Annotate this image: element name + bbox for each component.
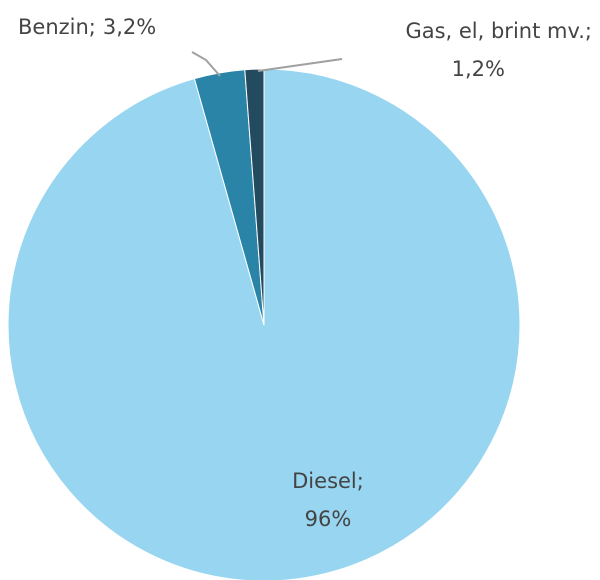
leader-line [257,58,343,72]
pie-slice [244,68,265,326]
data-label: Diesel; 96% [292,469,364,531]
label-value: 1,2% [452,57,505,81]
data-label: Gas, el, brint mv.; 1,2% [405,19,592,81]
data-label: Benzin; 3,2% [18,15,156,39]
pie-slice [7,68,521,580]
label-name: Gas, el, brint mv.; [405,19,592,43]
label-value: 96% [305,507,352,531]
label-name: Diesel; [292,469,364,493]
label-value: 3,2% [103,15,156,39]
label-name: Benzin; [18,15,96,39]
leader-line [191,51,221,77]
